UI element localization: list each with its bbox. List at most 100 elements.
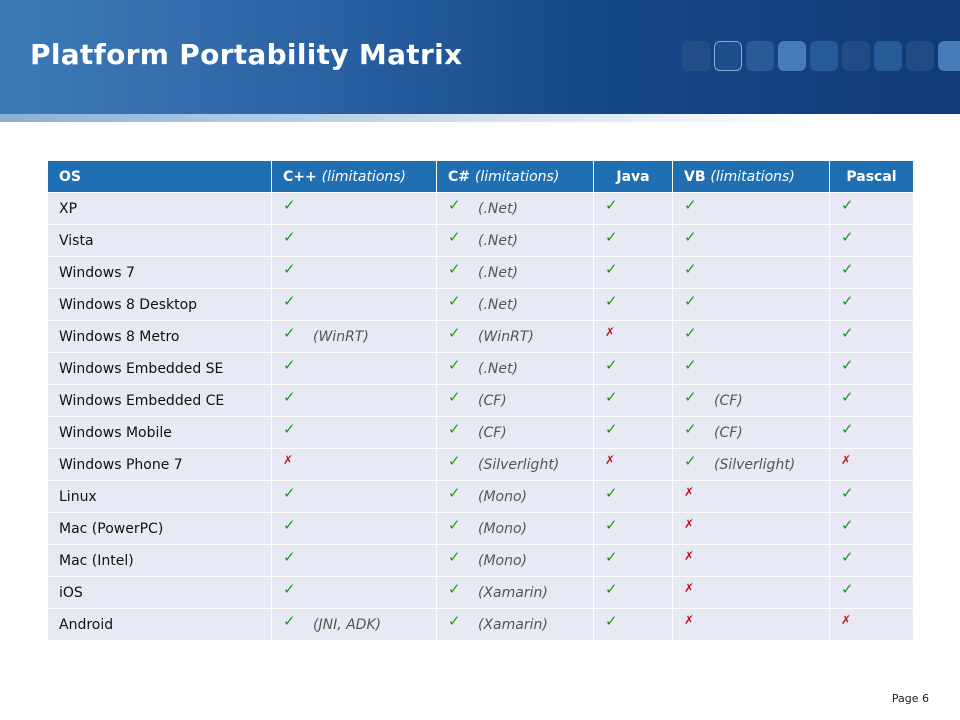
check-icon: ✓	[841, 387, 854, 406]
cell-cpp: ✓	[271, 224, 437, 257]
cell-cpp: ✓	[271, 352, 437, 385]
cell-vb: ✗	[672, 512, 830, 545]
check-icon: ✓	[841, 419, 854, 438]
check-icon: ✓	[283, 323, 296, 342]
limitation-note: (.Net)	[478, 296, 518, 313]
cell-os: XP	[47, 192, 272, 225]
decor-tile	[714, 41, 742, 71]
cell-pascal: ✓	[829, 576, 914, 609]
cell-vb: ✓	[672, 256, 830, 289]
cell-pascal: ✓	[829, 512, 914, 545]
col-header-csharp: C# (limitations)	[436, 160, 594, 193]
cell-cpp: ✓	[271, 256, 437, 289]
check-icon: ✓	[605, 291, 618, 310]
cell-vb: ✓	[672, 288, 830, 321]
limitation-note: (Mono)	[478, 488, 528, 505]
check-icon: ✓	[841, 291, 854, 310]
check-icon: ✓	[283, 291, 296, 310]
check-icon: ✓	[283, 515, 296, 534]
limitation-note: (Xamarin)	[478, 616, 548, 633]
check-icon: ✓	[841, 515, 854, 534]
table-row: Vista ✓ ✓ (.Net) ✓ ✓ ✓	[47, 224, 914, 257]
cross-icon: ✗	[605, 452, 616, 467]
check-icon: ✓	[605, 387, 618, 406]
cell-java: ✓	[593, 352, 673, 385]
cell-cpp: ✓	[271, 416, 437, 449]
cross-icon: ✗	[684, 484, 695, 499]
check-icon: ✓	[605, 611, 618, 630]
check-icon: ✓	[448, 547, 461, 566]
check-icon: ✓	[684, 419, 697, 438]
cell-java: ✗	[593, 448, 673, 481]
table-row: Windows Mobile ✓ ✓ (CF) ✓ ✓ (CF) ✓	[47, 416, 914, 449]
col-header-vb: VB (limitations)	[672, 160, 830, 193]
cell-vb: ✗	[672, 608, 830, 641]
cell-cpp: ✓	[271, 192, 437, 225]
check-icon: ✓	[841, 227, 854, 246]
check-icon: ✓	[684, 355, 697, 374]
slide-title: Platform Portability Matrix	[30, 38, 463, 71]
cell-vb: ✓	[672, 352, 830, 385]
check-icon: ✓	[684, 387, 697, 406]
limitation-note: (WinRT)	[478, 328, 534, 345]
page-number: Page 6	[891, 692, 929, 705]
cell-pascal: ✓	[829, 288, 914, 321]
limitation-note: (.Net)	[478, 264, 518, 281]
cell-pascal: ✓	[829, 480, 914, 513]
cell-java: ✗	[593, 320, 673, 353]
cell-java: ✓	[593, 416, 673, 449]
cell-java: ✓	[593, 576, 673, 609]
cell-os: Linux	[47, 480, 272, 513]
table-row: Windows Embedded CE ✓ ✓ (CF) ✓ ✓ (CF) ✓	[47, 384, 914, 417]
limitation-note: (CF)	[714, 392, 743, 409]
check-icon: ✓	[283, 547, 296, 566]
cell-csharp: ✓ (Mono)	[436, 480, 594, 513]
col-header-os: OS	[47, 160, 272, 193]
check-icon: ✓	[684, 291, 697, 310]
cell-csharp: ✓ (CF)	[436, 416, 594, 449]
limitation-note: (CF)	[478, 424, 507, 441]
check-icon: ✓	[283, 195, 296, 214]
cell-vb: ✗	[672, 544, 830, 577]
limitation-note: (JNI, ADK)	[313, 616, 382, 633]
cell-cpp: ✓	[271, 512, 437, 545]
table-row: Windows 7 ✓ ✓ (.Net) ✓ ✓ ✓	[47, 256, 914, 289]
cell-cpp: ✓	[271, 544, 437, 577]
cell-csharp: ✓ (CF)	[436, 384, 594, 417]
cell-pascal: ✗	[829, 608, 914, 641]
cross-icon: ✗	[841, 612, 852, 627]
cell-vb: ✓ (Silverlight)	[672, 448, 830, 481]
limitation-note: (Mono)	[478, 552, 528, 569]
cell-java: ✓	[593, 480, 673, 513]
check-icon: ✓	[841, 323, 854, 342]
check-icon: ✓	[605, 579, 618, 598]
cross-icon: ✗	[684, 516, 695, 531]
check-icon: ✓	[283, 227, 296, 246]
decor-tile	[874, 41, 902, 71]
cell-cpp: ✓	[271, 288, 437, 321]
check-icon: ✓	[605, 547, 618, 566]
check-icon: ✓	[841, 355, 854, 374]
cell-pascal: ✓	[829, 416, 914, 449]
table-row: Windows Embedded SE ✓ ✓ (.Net) ✓ ✓ ✓	[47, 352, 914, 385]
cross-icon: ✗	[684, 580, 695, 595]
table-row: Windows 8 Desktop ✓ ✓ (.Net) ✓ ✓ ✓	[47, 288, 914, 321]
table-row: Mac (PowerPC) ✓ ✓ (Mono) ✓ ✗ ✓	[47, 512, 914, 545]
check-icon: ✓	[841, 195, 854, 214]
cell-java: ✓	[593, 384, 673, 417]
check-icon: ✓	[448, 387, 461, 406]
cell-cpp: ✓ (WinRT)	[271, 320, 437, 353]
cell-csharp: ✓ (.Net)	[436, 256, 594, 289]
cell-csharp: ✓ (Xamarin)	[436, 608, 594, 641]
cell-pascal: ✓	[829, 256, 914, 289]
table-row: Windows Phone 7 ✗ ✓ (Silverlight) ✗ ✓ (Silverl…	[47, 448, 914, 481]
check-icon: ✓	[841, 547, 854, 566]
check-icon: ✓	[283, 579, 296, 598]
decor-tile	[746, 41, 774, 71]
cell-pascal: ✓	[829, 192, 914, 225]
banner-underline	[0, 114, 960, 122]
cell-csharp: ✓ (.Net)	[436, 224, 594, 257]
cross-icon: ✗	[684, 612, 695, 627]
cell-os: Windows Embedded CE	[47, 384, 272, 417]
cell-os: Windows Mobile	[47, 416, 272, 449]
